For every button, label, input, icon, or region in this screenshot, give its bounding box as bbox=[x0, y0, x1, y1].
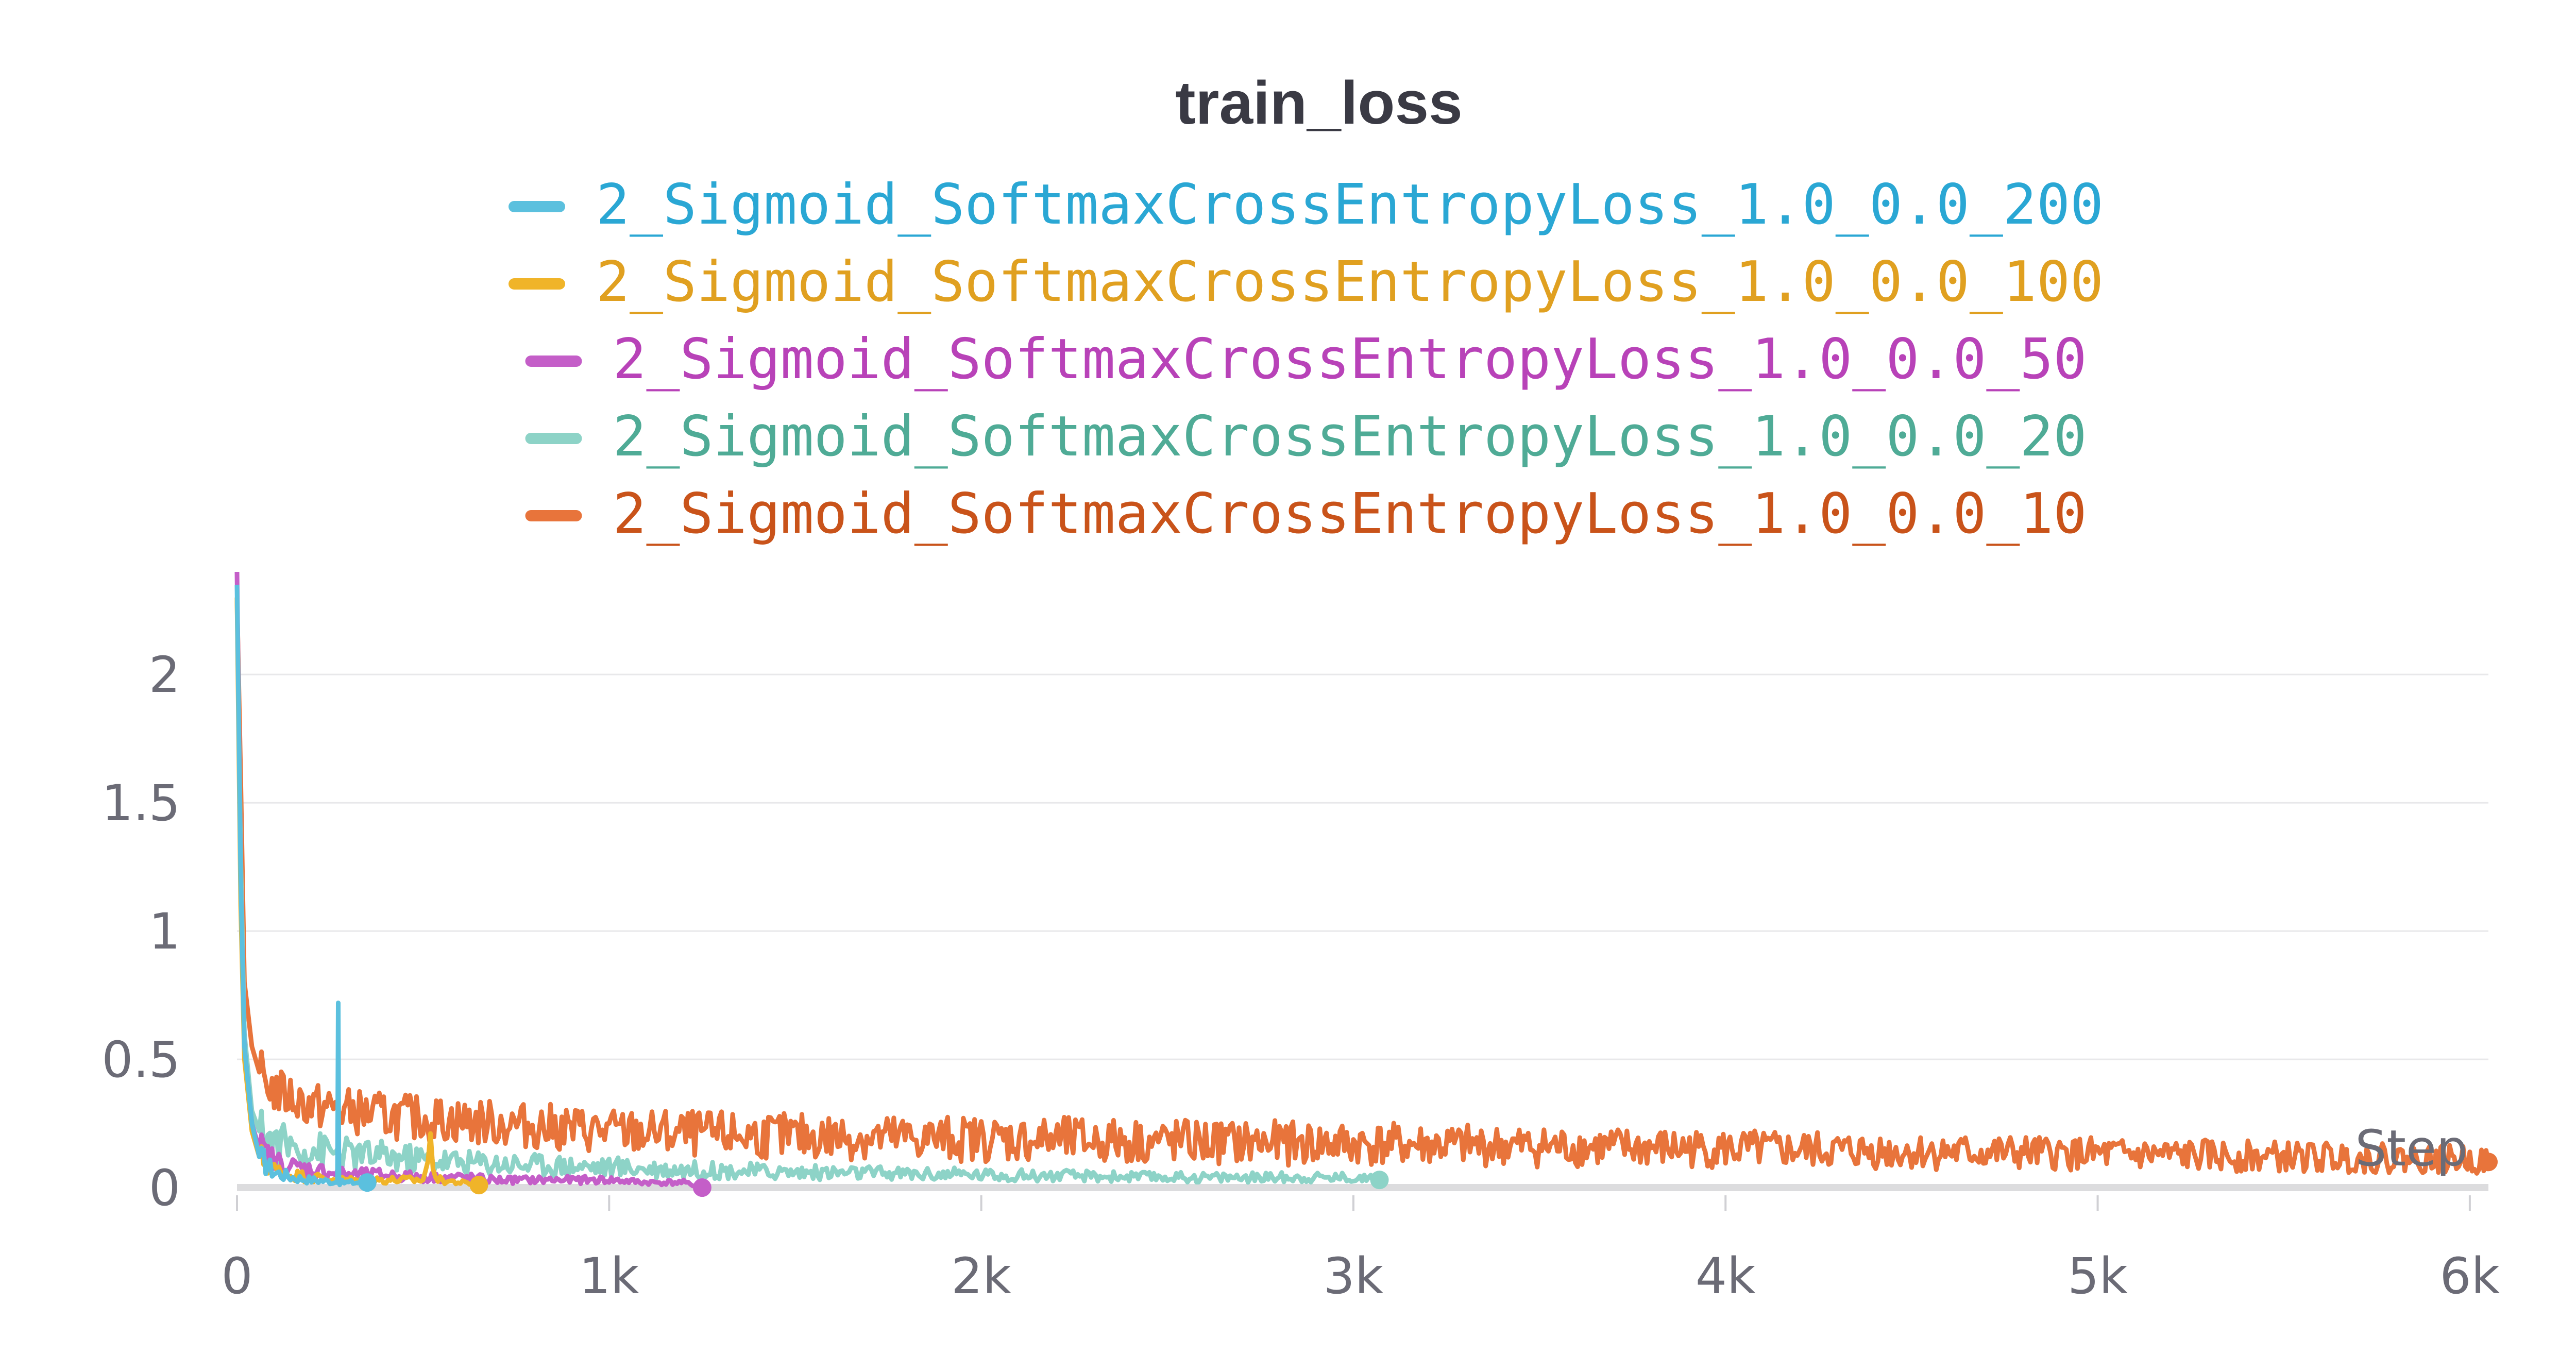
x-tick-label: 1k bbox=[579, 1247, 639, 1305]
series-end-point bbox=[2479, 1153, 2498, 1172]
legend-item: 2_Sigmoid_SoftmaxCrossEntropyLoss_1.0_0.… bbox=[525, 327, 2087, 392]
plot-area bbox=[234, 571, 2498, 1197]
y-axis: 0 0.5 1 1.5 2 bbox=[101, 646, 180, 1217]
series-line bbox=[234, 571, 704, 1190]
x-axis: 0 1k 2k 3k 4k 5k 6k bbox=[221, 1247, 2500, 1305]
x-axis-label: Step bbox=[2355, 1120, 2468, 1177]
y-tick-label: 1 bbox=[149, 903, 180, 960]
x-tick-label: 0 bbox=[221, 1247, 252, 1305]
legend-swatch bbox=[509, 278, 566, 290]
series-line bbox=[234, 597, 2491, 1176]
legend-item: 2_Sigmoid_SoftmaxCrossEntropyLoss_1.0_0.… bbox=[509, 250, 2104, 314]
series-end-point bbox=[358, 1173, 377, 1192]
legend-swatch bbox=[509, 201, 566, 212]
legend-label: 2_Sigmoid_SoftmaxCrossEntropyLoss_1.0_0.… bbox=[613, 327, 2087, 392]
series-line bbox=[234, 584, 368, 1188]
legend-swatch bbox=[525, 356, 582, 367]
y-tick-label: 1.5 bbox=[101, 774, 180, 832]
x-tick-label: 2k bbox=[951, 1247, 1011, 1305]
x-tick-label: 4k bbox=[1696, 1247, 1756, 1305]
legend-label: 2_Sigmoid_SoftmaxCrossEntropyLoss_1.0_0.… bbox=[596, 173, 2104, 237]
x-tick-label: 3k bbox=[1324, 1247, 1384, 1305]
legend-item: 2_Sigmoid_SoftmaxCrossEntropyLoss_1.0_0.… bbox=[525, 482, 2087, 546]
chart-title: train_loss bbox=[1175, 69, 1462, 137]
grid bbox=[236, 673, 2488, 1211]
x-tick-label: 6k bbox=[2440, 1247, 2500, 1305]
series-end-point bbox=[469, 1176, 488, 1195]
legend-swatch bbox=[525, 510, 582, 521]
legend-label: 2_Sigmoid_SoftmaxCrossEntropyLoss_1.0_0.… bbox=[613, 404, 2087, 469]
x-tick-label: 5k bbox=[2067, 1247, 2128, 1305]
legend: 2_Sigmoid_SoftmaxCrossEntropyLoss_1.0_0.… bbox=[509, 173, 2104, 546]
series-line bbox=[234, 597, 1382, 1186]
legend-item: 2_Sigmoid_SoftmaxCrossEntropyLoss_1.0_0.… bbox=[509, 173, 2104, 237]
legend-item: 2_Sigmoid_SoftmaxCrossEntropyLoss_1.0_0.… bbox=[525, 404, 2087, 469]
series-end-point bbox=[692, 1178, 711, 1197]
y-tick-label: 2 bbox=[149, 646, 180, 704]
legend-label: 2_Sigmoid_SoftmaxCrossEntropyLoss_1.0_0.… bbox=[596, 250, 2104, 314]
y-tick-label: 0.5 bbox=[101, 1031, 180, 1089]
legend-label: 2_Sigmoid_SoftmaxCrossEntropyLoss_1.0_0.… bbox=[613, 482, 2087, 546]
series-end-point bbox=[1370, 1171, 1389, 1190]
y-tick-label: 0 bbox=[149, 1159, 180, 1217]
legend-swatch bbox=[525, 433, 582, 444]
